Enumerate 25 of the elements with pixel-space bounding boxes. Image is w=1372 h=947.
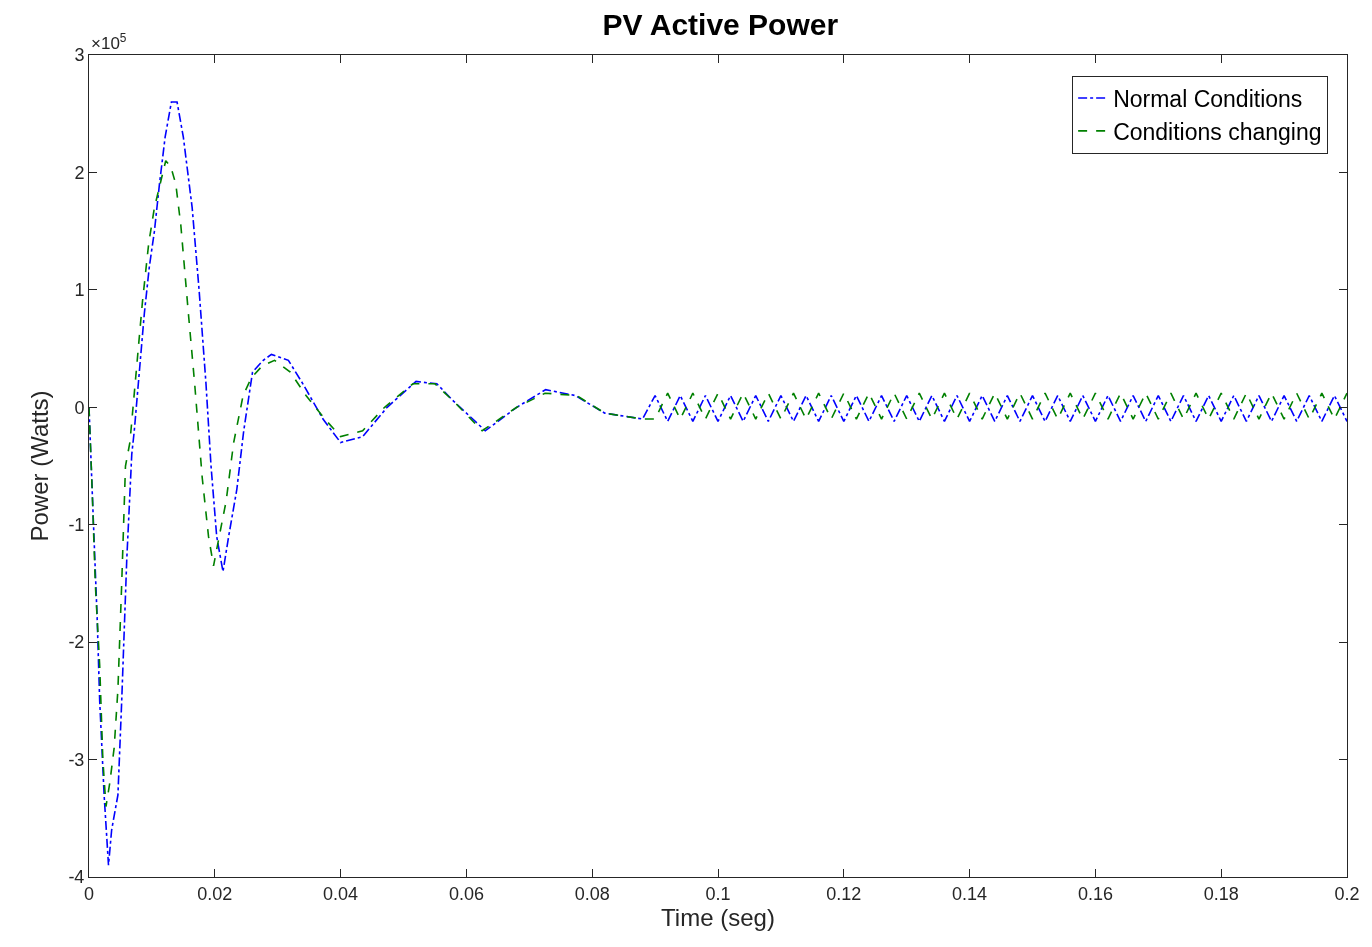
x-axis-title: Time (seg)	[661, 903, 775, 931]
x-tick-label: 0.06	[448, 883, 484, 904]
x-tick-label: 0.14	[952, 883, 988, 904]
legend-label: Conditions changing	[1113, 118, 1322, 145]
y-tick-label: -2	[68, 632, 85, 653]
x-tick-label: 0.04	[323, 883, 359, 904]
y-tick-label: -3	[68, 749, 85, 770]
x-tick-label: 0.08	[574, 883, 610, 904]
y-tick-label: -1	[68, 515, 85, 536]
x-tick-label: 0.2	[1334, 883, 1360, 904]
x-tick-label: 0.1	[705, 883, 731, 904]
text: ×10$^{5}$	[91, 31, 127, 54]
y-tick-label: 1	[74, 280, 85, 301]
x-tick-label: 0.18	[1203, 883, 1239, 904]
y-tick-label: 2	[74, 162, 85, 183]
line-series	[89, 159, 1347, 808]
y-tick-label: -4	[68, 867, 85, 888]
x-tick-label: 0.02	[197, 883, 233, 904]
x-tick-label: 0.12	[826, 883, 862, 904]
legend-label: Normal Conditions	[1113, 85, 1303, 112]
x-tick-label: 0.16	[1077, 883, 1113, 904]
chart-title: PV Active Power	[602, 8, 839, 42]
y-axis-title: Power (Watts)	[26, 390, 54, 542]
y-tick-label: 3	[74, 45, 85, 66]
y-tick-label: 0	[74, 397, 85, 418]
